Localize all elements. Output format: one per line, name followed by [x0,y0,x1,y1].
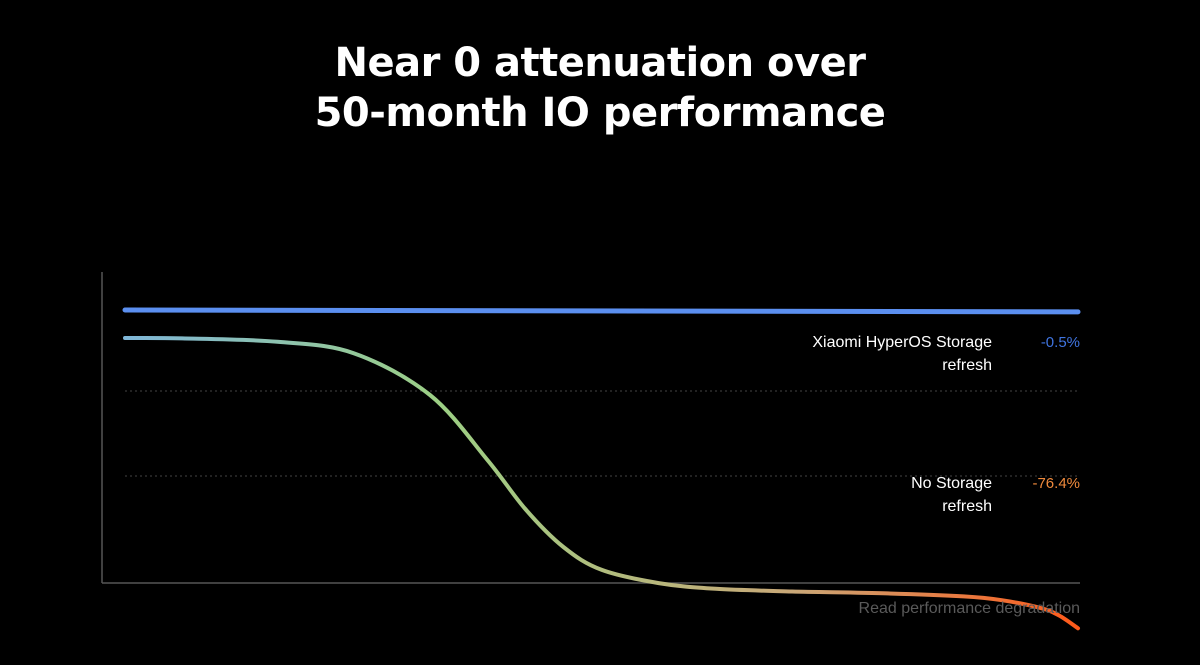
legend-label-no-refresh-line2: refresh [942,498,992,515]
title-line-2: 50-month IO performance [314,90,886,136]
page-title: Near 0 attenuation over 50-month IO perf… [0,38,1200,138]
legend-label-no-refresh-line1: No Storage [911,475,992,492]
legend-label-hyperos: Xiaomi HyperOS Storage refresh [692,331,992,377]
legend-label-hyperos-line2: refresh [942,357,992,374]
legend-label-no-refresh: No Storage refresh [692,472,992,518]
data-label-hyperos: -0.5% [1040,334,1080,351]
legend-label-hyperos-line1: Xiaomi HyperOS Storage [812,334,992,351]
series-line-no-refresh [123,335,1080,631]
data-label-no-refresh: -76.4% [1032,475,1080,492]
title-line-1: Near 0 attenuation over [334,40,866,86]
series-line-hyperos [122,307,1081,315]
axis-caption: Read performance degradation [858,600,1080,617]
